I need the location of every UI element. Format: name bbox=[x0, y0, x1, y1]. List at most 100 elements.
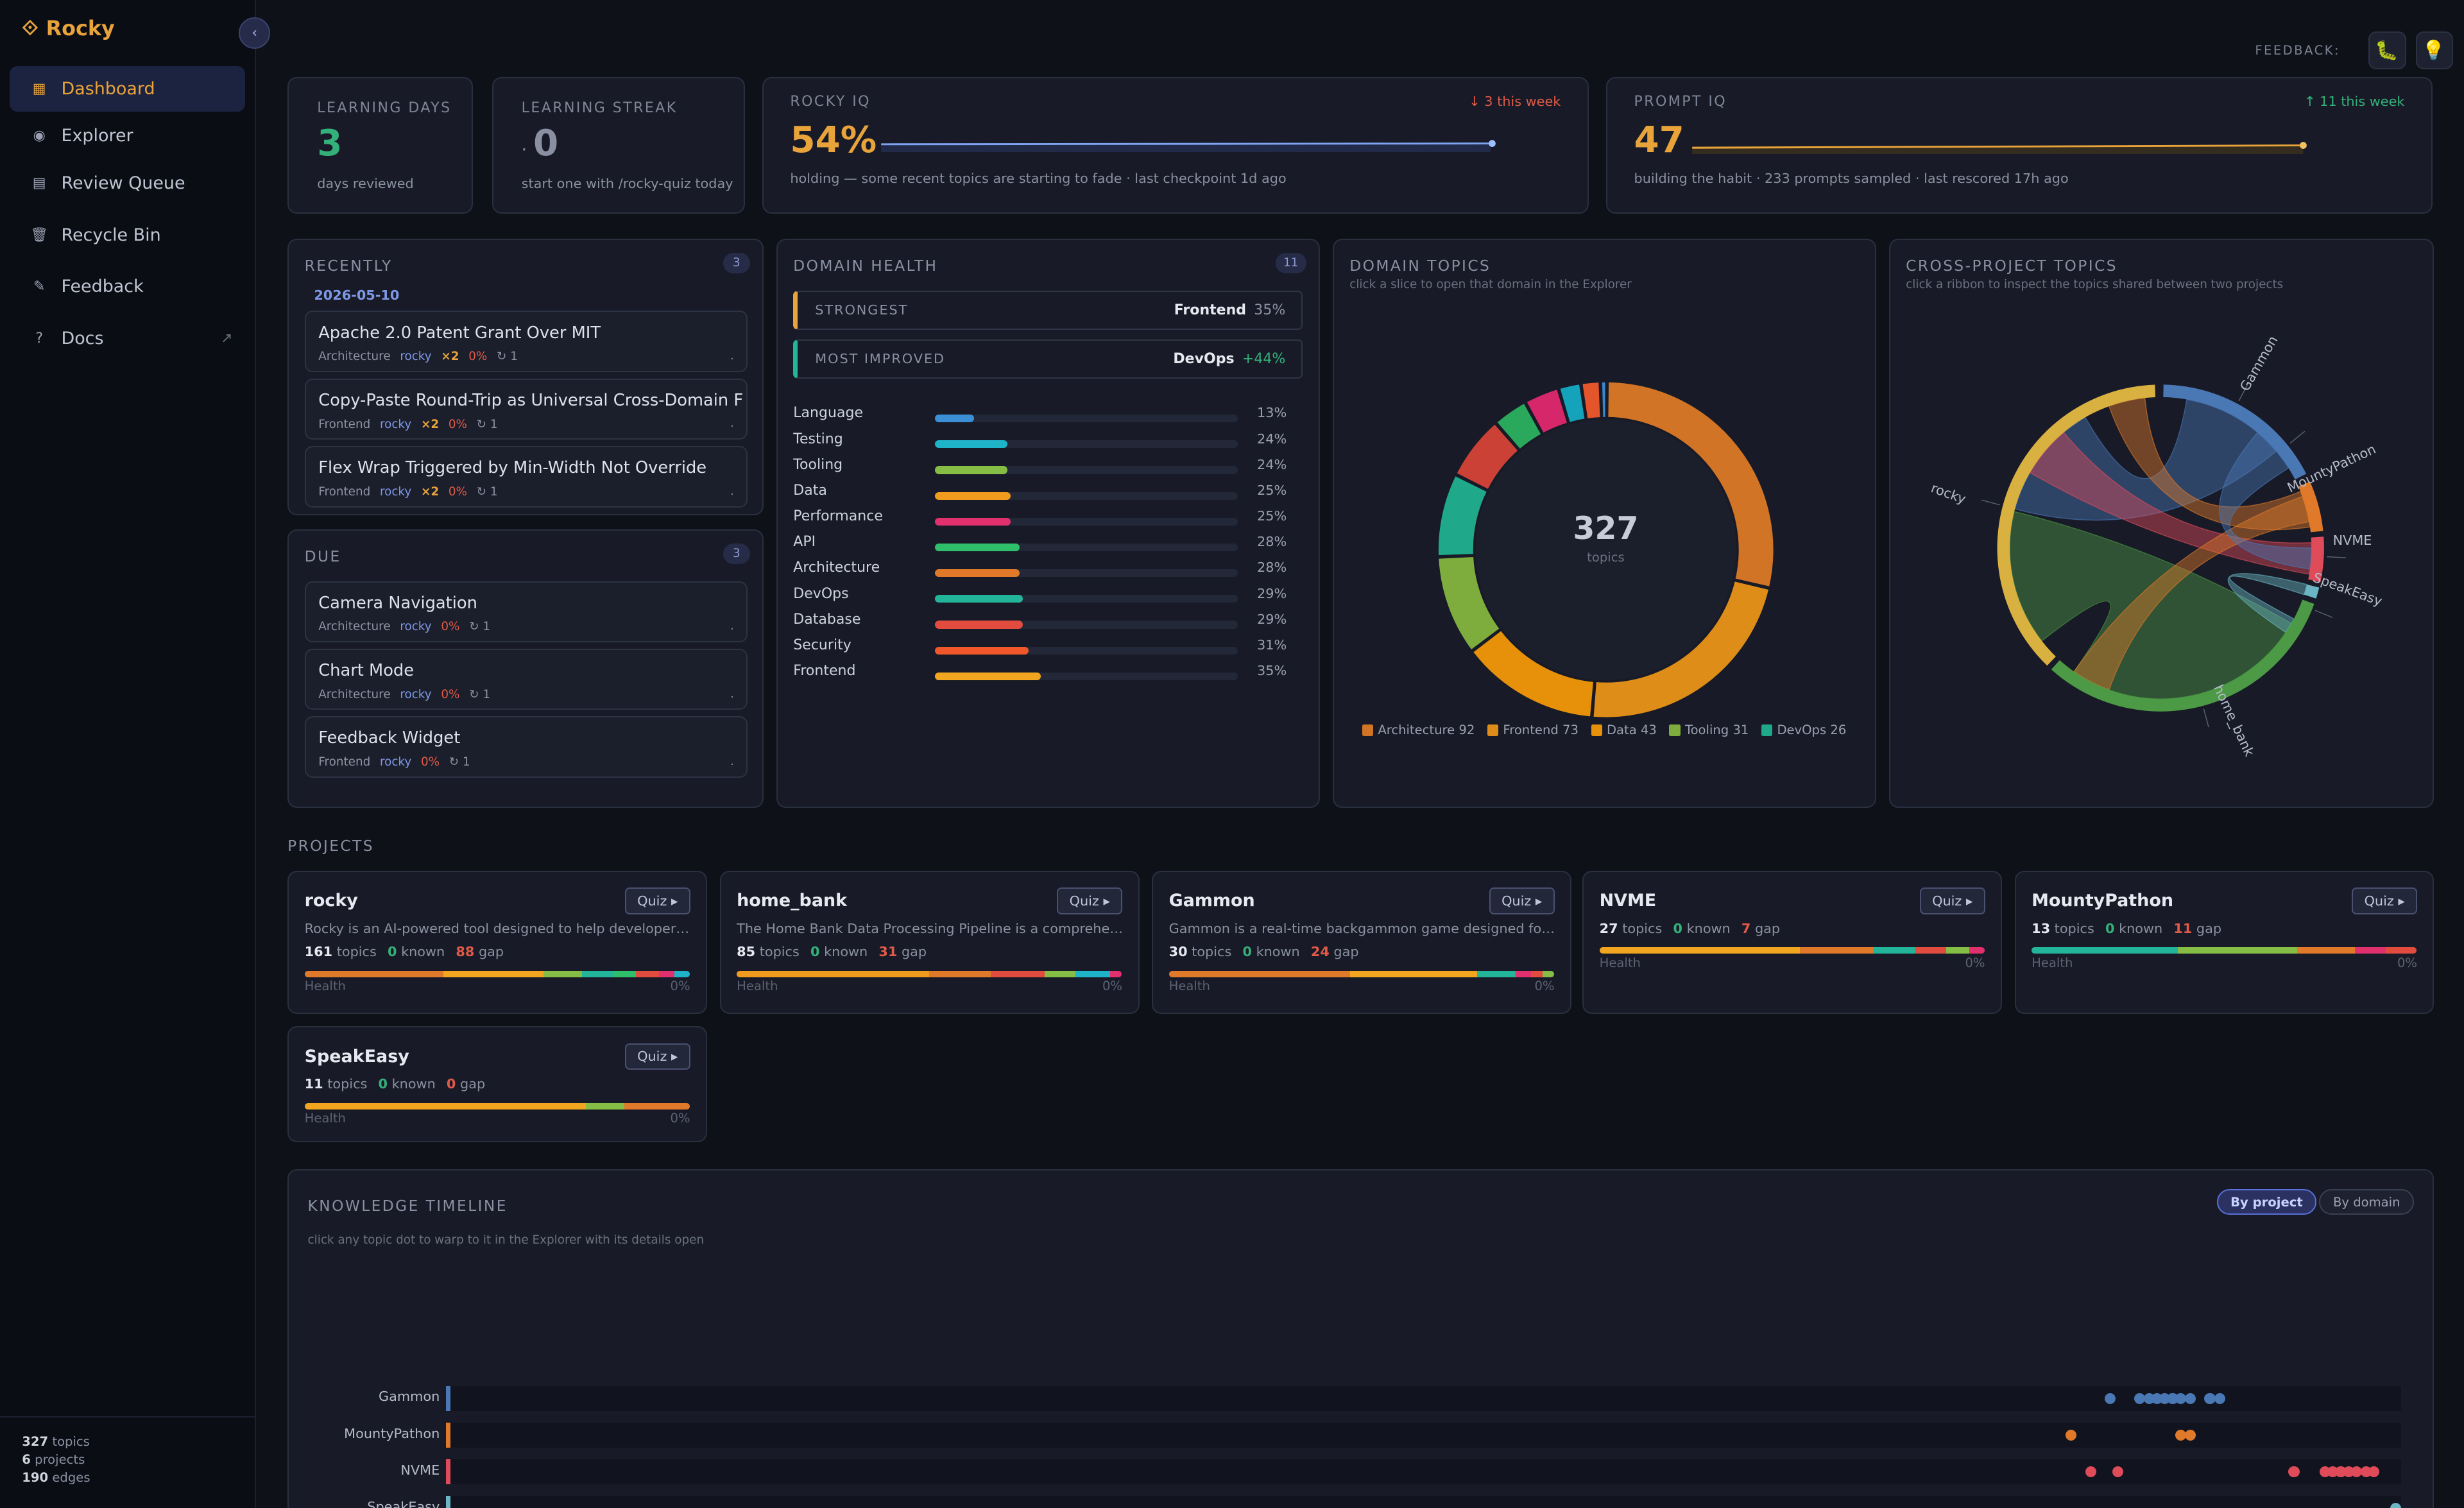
domain-row-devops[interactable]: DevOps 29% bbox=[793, 586, 1302, 611]
project-name: rocky bbox=[304, 891, 358, 911]
timeline-topic-dot[interactable] bbox=[2288, 1466, 2300, 1477]
sidebar-item-docs[interactable]: ? Docs ↗ bbox=[10, 316, 245, 361]
domain-row-language[interactable]: Language 13% bbox=[793, 405, 1302, 430]
rocky-iq-card[interactable]: ROCKY IQ ↓ 3 this week 54% holding — som… bbox=[762, 77, 1589, 214]
timeline-topic-dot[interactable] bbox=[2390, 1502, 2401, 1508]
gap-count: 24 bbox=[1310, 944, 1330, 960]
timeline-topic-dot[interactable] bbox=[2066, 1429, 2077, 1441]
topic-card[interactable]: Copy-Paste Round-Trip as Universal Cross… bbox=[304, 378, 748, 440]
timeline-topic-dot[interactable] bbox=[2105, 1392, 2116, 1404]
quiz-button[interactable]: Quiz ▸ bbox=[1057, 887, 1123, 914]
timeline-topic-dot[interactable] bbox=[2112, 1466, 2124, 1477]
domain-row-api[interactable]: API 28% bbox=[793, 534, 1302, 559]
collapse-sidebar-button[interactable]: ‹ bbox=[239, 17, 271, 49]
donut-slice-api[interactable] bbox=[1494, 401, 1543, 451]
prompt-iq-card[interactable]: PROMPT IQ ↑ 11 this week 47 building the… bbox=[1605, 77, 2433, 214]
donut-slice-language[interactable] bbox=[1600, 381, 1607, 419]
timeline-topic-dot[interactable] bbox=[2175, 1429, 2186, 1441]
timeline-topic-dot[interactable] bbox=[2175, 1392, 2186, 1404]
topic-card[interactable]: Feedback Widget Frontend rocky 0% ↻ 1 · bbox=[304, 716, 748, 778]
timeline-topic-dot[interactable] bbox=[2350, 1466, 2362, 1477]
donut-slice-architecture[interactable] bbox=[1606, 381, 1775, 588]
legend-swatch bbox=[1487, 724, 1499, 736]
report-bug-button[interactable]: 🐛 bbox=[2368, 31, 2406, 69]
sidebar-item-explorer[interactable]: ◉ Explorer bbox=[10, 113, 245, 159]
donut-slice-security[interactable] bbox=[1580, 381, 1602, 420]
topic-card[interactable]: Apache 2.0 Patent Grant Over MIT Architec… bbox=[304, 311, 748, 372]
topic-card[interactable]: Camera Navigation Architecture rocky 0% ↻ 1 · bbox=[304, 581, 748, 643]
strongest-domain[interactable]: STRONGEST Frontend 35% bbox=[793, 290, 1303, 330]
quiz-button[interactable]: Quiz ▸ bbox=[624, 1043, 690, 1070]
donut-slice-devops[interactable] bbox=[1437, 474, 1489, 557]
domain-row-security[interactable]: Security 31% bbox=[793, 637, 1302, 662]
domain-bar-track bbox=[934, 646, 1238, 655]
donut-slice-database[interactable] bbox=[1455, 422, 1520, 492]
chord-arc-mountypathon[interactable] bbox=[2298, 481, 2323, 533]
topic-meta: Architecture rocky ×2 0% ↻ 1 bbox=[318, 350, 518, 363]
chord-ribbon[interactable] bbox=[2009, 511, 2292, 700]
legend-item[interactable]: DevOps 26 bbox=[1761, 723, 1846, 737]
project-card-nvme[interactable]: NVME Quiz ▸ 27 topics 0 known 7 gap Health 0% bbox=[1582, 870, 2003, 1014]
domain-bar-track bbox=[934, 415, 1238, 423]
brand-logo[interactable]: ⟐ Rocky bbox=[22, 15, 114, 40]
suggest-idea-button[interactable]: 💡 bbox=[2415, 31, 2454, 69]
quiz-button[interactable]: Quiz ▸ bbox=[624, 887, 690, 914]
domain-row-tooling[interactable]: Tooling 24% bbox=[793, 457, 1302, 482]
domain-row-database[interactable]: Database 29% bbox=[793, 612, 1302, 637]
chord-ribbon[interactable] bbox=[2073, 495, 2310, 691]
domain-row-performance[interactable]: Performance 25% bbox=[793, 508, 1302, 533]
timeline-topic-dot[interactable] bbox=[2184, 1429, 2196, 1441]
quiz-button[interactable]: Quiz ▸ bbox=[1489, 887, 1555, 914]
timeline-row-label: MountyPathon bbox=[344, 1425, 440, 1441]
topic-mastery: 0% bbox=[441, 620, 460, 634]
donut-slice-testing[interactable] bbox=[1558, 382, 1586, 424]
donut-slice-frontend[interactable] bbox=[1591, 579, 1770, 719]
topic-card[interactable]: Flex Wrap Triggered by Min-Width Not Ove… bbox=[304, 446, 748, 508]
quiz-button[interactable]: Quiz ▸ bbox=[2352, 887, 2417, 914]
chord-ribbon[interactable] bbox=[2218, 432, 2312, 570]
timeline-topic-dot[interactable] bbox=[2085, 1466, 2096, 1477]
donut-slice-data[interactable] bbox=[1471, 629, 1595, 718]
sidebar-item-dashboard[interactable]: ▦ Dashboard bbox=[9, 65, 246, 112]
project-card-gammon[interactable]: Gammon Quiz ▸ Gammon is a real-time backga… bbox=[1152, 870, 1571, 1014]
quiz-button[interactable]: Quiz ▸ bbox=[1919, 887, 1985, 914]
chord-arc-nvme[interactable] bbox=[2307, 536, 2324, 583]
by-project-toggle[interactable]: By project bbox=[2216, 1189, 2317, 1215]
chord-arc-rocky[interactable] bbox=[1997, 384, 2155, 666]
domain-row-testing[interactable]: Testing 24% bbox=[793, 431, 1302, 456]
project-card-home-bank[interactable]: home_bank Quiz ▸ The Home Bank Data Proces… bbox=[719, 870, 1140, 1014]
donut-slice-tooling[interactable] bbox=[1437, 555, 1502, 652]
domain-bar-fill bbox=[934, 646, 1029, 655]
sidebar-item-recycle-bin[interactable]: 🗑 Recycle Bin bbox=[10, 212, 245, 258]
timeline-topic-dot[interactable] bbox=[2134, 1392, 2145, 1404]
domain-row-frontend[interactable]: Frontend 35% bbox=[793, 663, 1302, 688]
timeline-topic-dot[interactable] bbox=[2204, 1392, 2216, 1404]
domain-row-architecture[interactable]: Architecture 28% bbox=[793, 560, 1302, 585]
most-improved-domain[interactable]: MOST IMPROVED DevOps +44% bbox=[793, 339, 1303, 379]
legend-item[interactable]: Frontend 73 bbox=[1487, 723, 1579, 737]
chord-arc-speakeasy[interactable] bbox=[2304, 585, 2320, 599]
domain-row-data[interactable]: Data 25% bbox=[793, 483, 1302, 508]
project-card-rocky[interactable]: rocky Quiz ▸ Rocky is an AI-powered tool d… bbox=[287, 870, 708, 1014]
legend-item[interactable]: Tooling 31 bbox=[1669, 723, 1749, 737]
strongest-name: Frontend bbox=[1174, 302, 1247, 318]
by-domain-toggle[interactable]: By domain bbox=[2319, 1189, 2415, 1215]
timeline-topic-dot[interactable] bbox=[2368, 1466, 2380, 1477]
sidebar-item-review-queue[interactable]: ▤ Review Queue bbox=[10, 160, 245, 206]
project-card-mountypathon[interactable]: MountyPathon Quiz ▸ 13 topics 0 known 11 gap… bbox=[2014, 870, 2434, 1014]
timeline-topic-dot[interactable] bbox=[2184, 1392, 2196, 1404]
topic-card[interactable]: Chart Mode Architecture rocky 0% ↻ 1 · bbox=[304, 648, 748, 710]
chord-arc-home-bank[interactable] bbox=[2051, 599, 2314, 712]
prompt-iq-sparkline bbox=[1692, 141, 2307, 154]
domain-segment bbox=[612, 971, 636, 977]
legend-item[interactable]: Data 43 bbox=[1591, 723, 1657, 737]
rocky-iq-sparkline bbox=[881, 140, 1496, 153]
timeline-lane bbox=[446, 1459, 2401, 1484]
chord-ribbon[interactable] bbox=[2108, 397, 2311, 531]
chord-arc-gammon[interactable] bbox=[2163, 384, 2306, 480]
project-card-speakeasy[interactable]: SpeakEasy Quiz ▸ 11 topics 0 known 0 gap Heal… bbox=[287, 1026, 708, 1143]
timeline-topic-dot[interactable] bbox=[2214, 1392, 2225, 1404]
legend-item[interactable]: Architecture 92 bbox=[1362, 723, 1475, 737]
donut-slice-performance[interactable] bbox=[1525, 388, 1569, 435]
sidebar-item-feedback[interactable]: ✎ Feedback bbox=[10, 264, 245, 309]
